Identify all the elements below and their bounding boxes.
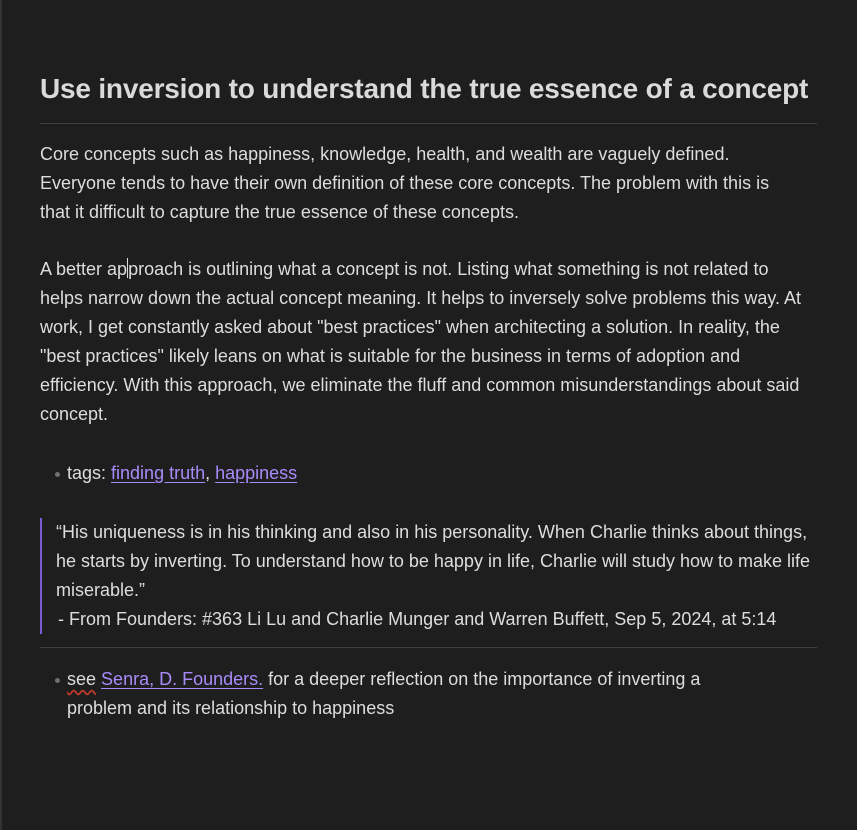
note-content[interactable]: Use inversion to understand the true ess…	[40, 70, 817, 723]
tag-link-happiness[interactable]: happiness	[215, 463, 298, 483]
quote-source: - From Founders: #363 Li Lu and Charlie …	[58, 609, 777, 629]
tag-link-finding-truth[interactable]: finding truth	[111, 463, 206, 483]
quote-block[interactable]: “His uniqueness is in his thinking and a…	[40, 518, 816, 634]
see-prefix: see	[67, 669, 97, 689]
paragraph-2-start: A better ap	[40, 259, 128, 279]
tags-list: tags: finding truth, happiness	[40, 459, 817, 488]
see-list: see Senra, D. Founders. for a deeper ref…	[40, 665, 760, 723]
tag-separator: ,	[205, 463, 216, 483]
horizontal-divider	[40, 647, 817, 648]
list-item: see Senra, D. Founders. for a deeper ref…	[40, 665, 760, 723]
paragraph-1[interactable]: Core concepts such as happiness, knowled…	[40, 144, 770, 222]
text-cursor	[127, 258, 129, 278]
paragraph-2[interactable]: A better approach is outlining what a co…	[40, 255, 810, 429]
bullet-icon[interactable]	[55, 472, 60, 477]
list-item: tags: finding truth, happiness	[40, 459, 817, 488]
see-suffix: for a deeper reflection on the importanc…	[67, 669, 701, 718]
note-title[interactable]: Use inversion to understand the true ess…	[40, 70, 817, 124]
quote-text: “His uniqueness is in his thinking and a…	[56, 522, 811, 600]
tags-label: tags:	[67, 463, 112, 483]
window-edge	[0, 0, 2, 830]
paragraph-2-rest: proach is outlining what a concept is no…	[40, 259, 802, 424]
reference-link-founders[interactable]: Senra, D. Founders.	[101, 669, 264, 689]
bullet-icon[interactable]	[55, 678, 60, 683]
